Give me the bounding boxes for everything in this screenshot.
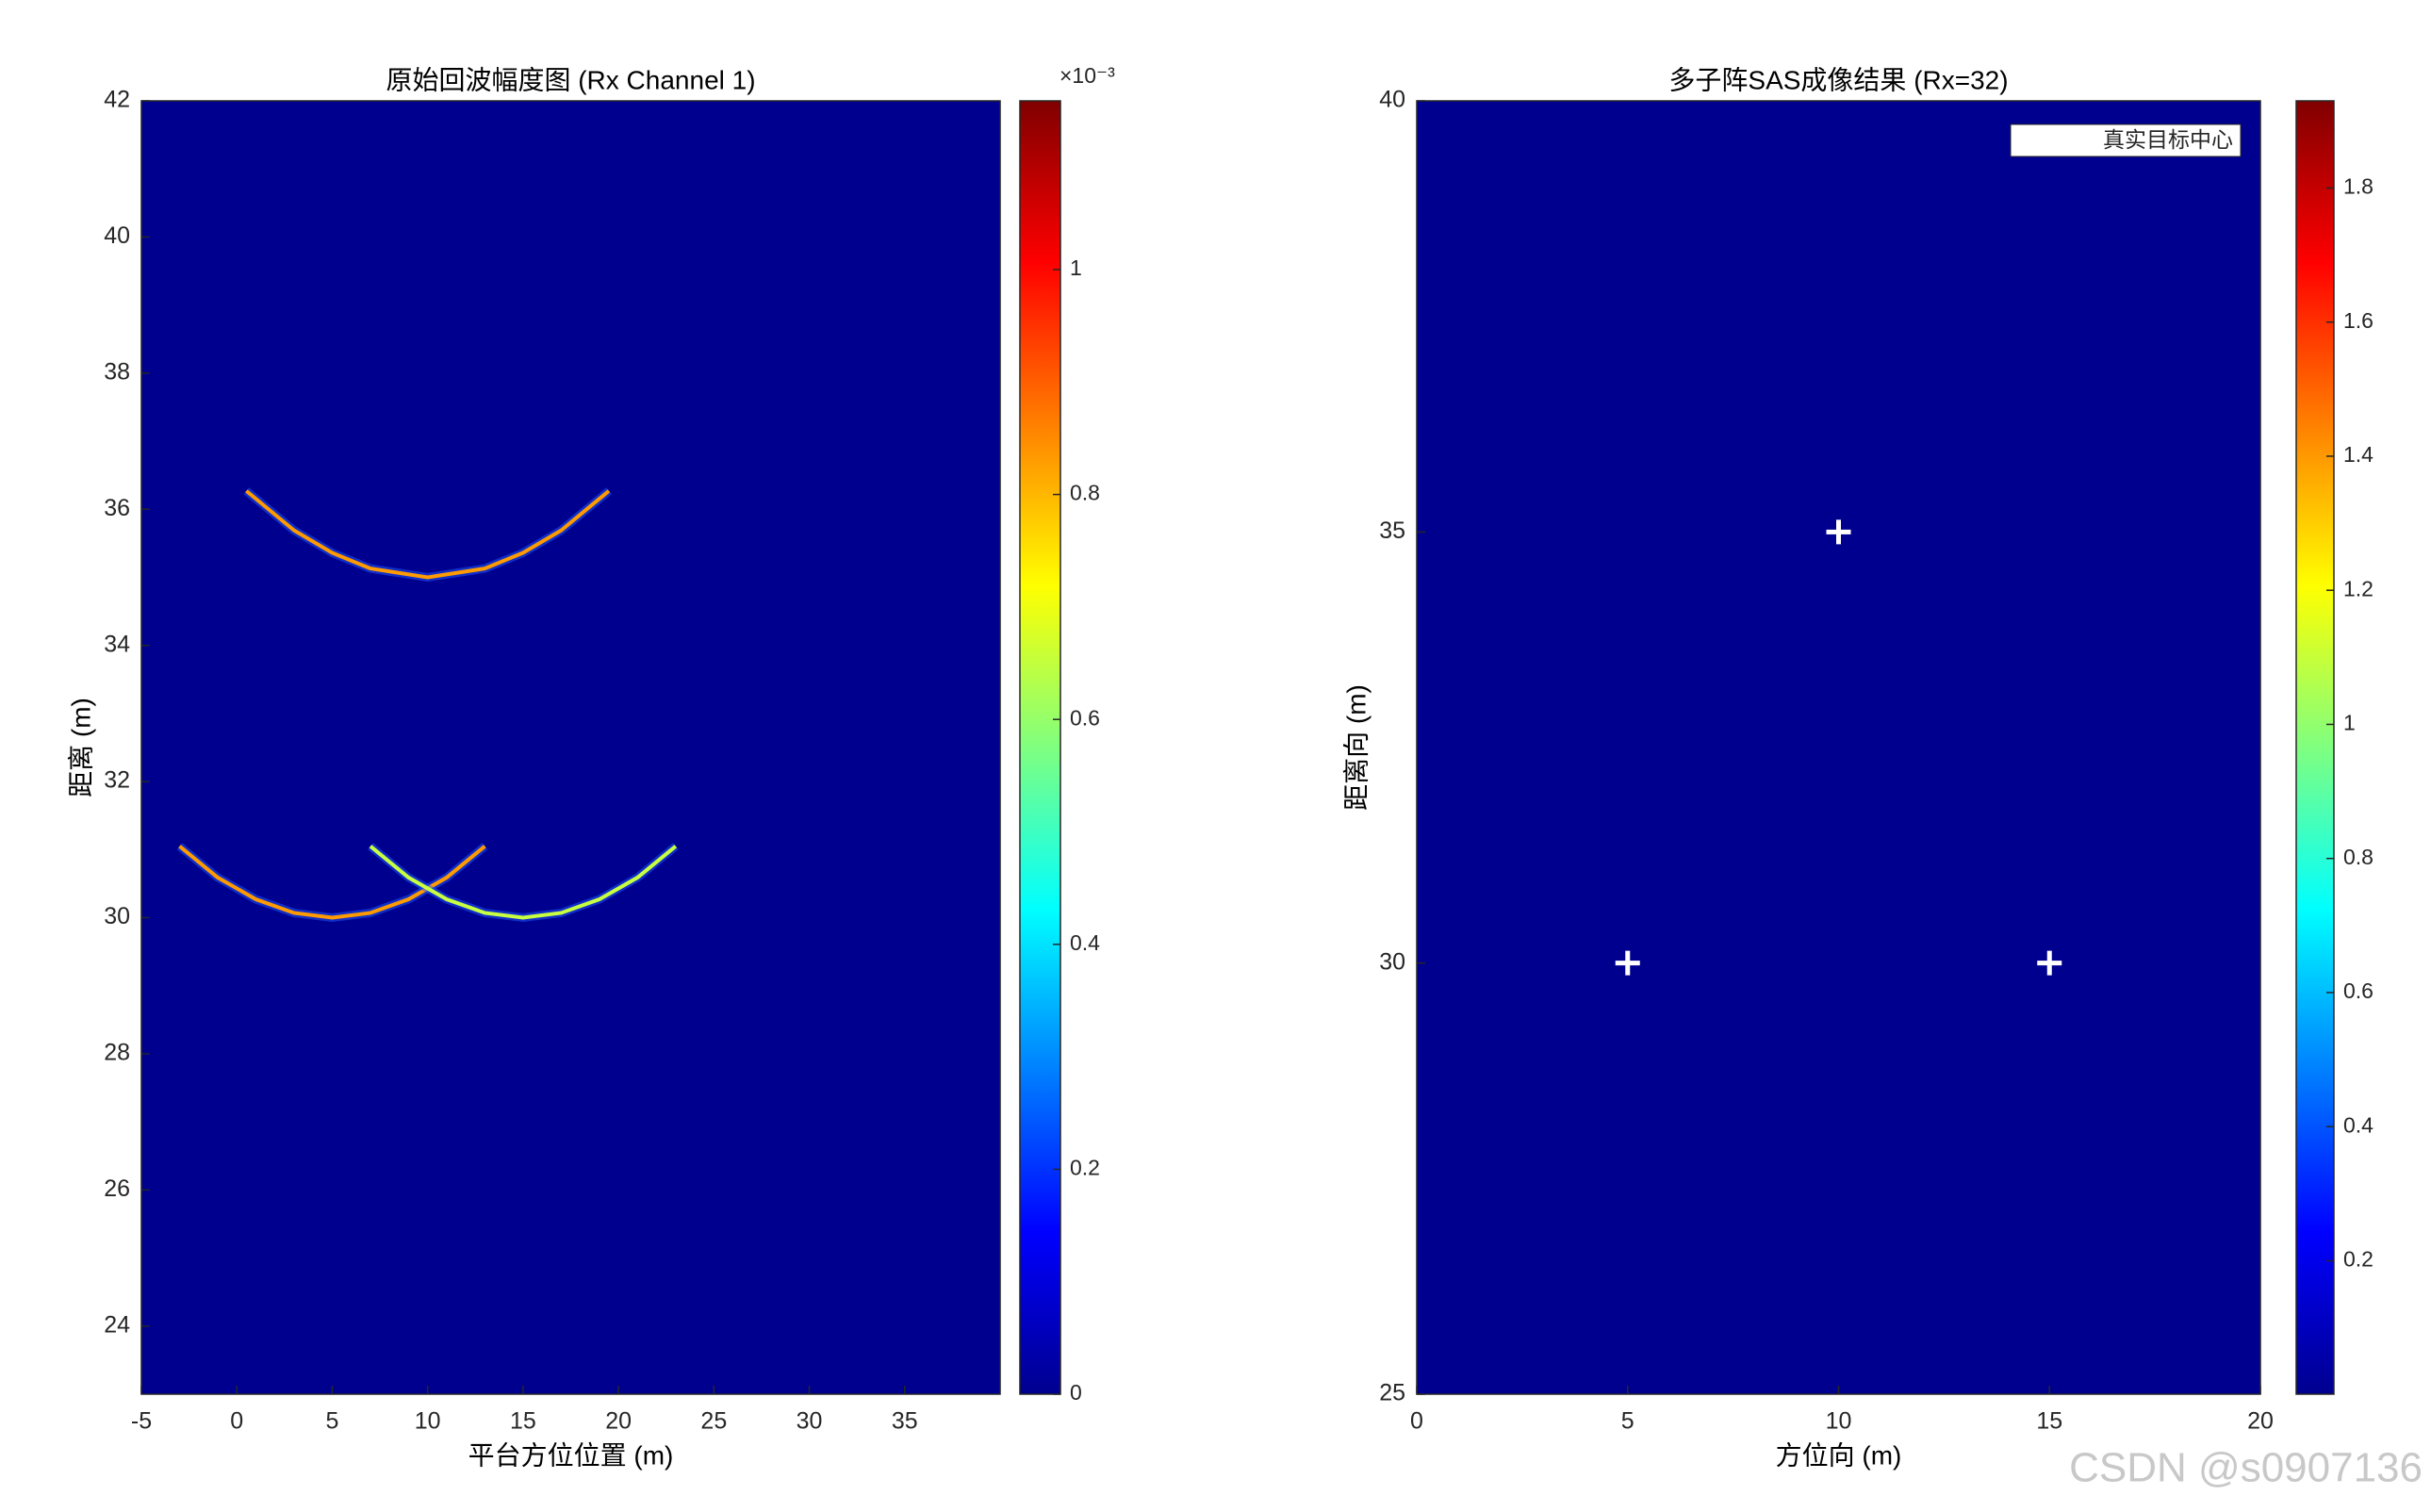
chart-title: 原始回波幅度图 (Rx Channel 1) bbox=[386, 65, 755, 94]
colorbar bbox=[2295, 100, 2335, 1395]
x-tick-label: 5 bbox=[1621, 1408, 1634, 1435]
x-tick-label: 10 bbox=[415, 1408, 441, 1435]
x-tick-label: 10 bbox=[1826, 1408, 1852, 1435]
colorbar-tick-label: 1.8 bbox=[2343, 174, 2374, 199]
colorbar-tick-label: 0.6 bbox=[2343, 978, 2374, 1003]
y-tick-label: 38 bbox=[104, 358, 130, 385]
y-tick-label: 40 bbox=[1379, 87, 1405, 113]
x-tick-label: 15 bbox=[2036, 1408, 2062, 1435]
y-tick-label: 35 bbox=[1379, 518, 1405, 544]
x-tick-label: 35 bbox=[892, 1408, 918, 1435]
plot-frame bbox=[1416, 100, 2261, 1395]
colorbar-tick-label: 0.2 bbox=[1070, 1155, 1100, 1179]
plot-background bbox=[141, 101, 1000, 1394]
legend-marker bbox=[2029, 129, 2052, 152]
x-tick-label: 20 bbox=[605, 1408, 632, 1435]
colorbar-tick-label: 0.6 bbox=[1070, 705, 1100, 730]
y-tick-label: 26 bbox=[104, 1175, 130, 1202]
colorbar-tick-label: 1.2 bbox=[2343, 576, 2374, 600]
y-tick-label: 30 bbox=[104, 903, 130, 929]
plot-frame bbox=[140, 100, 1001, 1395]
y-tick-label: 36 bbox=[104, 495, 130, 521]
colorbar-tick-label: 1.4 bbox=[2343, 442, 2374, 467]
colorbar-tick-label: 1 bbox=[1070, 255, 1082, 280]
watermark: CSDN @s0907136 bbox=[2069, 1445, 2423, 1491]
x-tick-label: -5 bbox=[131, 1408, 152, 1435]
colorbar-tick-label: 0.4 bbox=[2343, 1112, 2374, 1137]
y-tick-label: 32 bbox=[104, 767, 130, 794]
colorbar-tick-label: 0.2 bbox=[2343, 1247, 2374, 1272]
colorbar-tick-label: 0 bbox=[1070, 1380, 1082, 1405]
target-marker bbox=[1826, 519, 1851, 545]
target-marker bbox=[2037, 950, 2062, 976]
y-tick-label: 34 bbox=[104, 631, 130, 657]
echo-arc bbox=[245, 489, 611, 580]
plot-background bbox=[1417, 101, 2260, 1394]
colorbar-tick-label: 0.8 bbox=[2343, 845, 2374, 869]
target-marker bbox=[1615, 950, 1640, 976]
x-tick-label: 20 bbox=[2247, 1408, 2274, 1435]
chart-title: 多子阵SAS成像结果 (Rx=32) bbox=[1668, 65, 2008, 94]
y-tick-label: 25 bbox=[1379, 1380, 1405, 1406]
y-tick-label: 42 bbox=[104, 87, 130, 113]
y-tick-label: 30 bbox=[1379, 948, 1405, 975]
colorbar-tick-label: 1 bbox=[2343, 711, 2356, 735]
y-tick-label: 40 bbox=[104, 222, 130, 249]
y-axis-label: 距离向 (m) bbox=[1341, 684, 1371, 811]
x-axis-label: 方位向 (m) bbox=[1776, 1440, 1902, 1470]
echo-arc bbox=[178, 845, 486, 920]
echo-arc bbox=[369, 845, 678, 920]
colorbar-tick-label: 0.4 bbox=[1070, 930, 1100, 955]
colorbar-exponent: ×10⁻³ bbox=[1059, 63, 1115, 88]
x-tick-label: 30 bbox=[797, 1408, 823, 1435]
x-axis-label: 平台方位位置 (m) bbox=[468, 1440, 674, 1470]
x-tick-label: 0 bbox=[230, 1408, 243, 1435]
legend-label: 真实目标中心 bbox=[2103, 127, 2233, 152]
x-tick-label: 25 bbox=[700, 1408, 727, 1435]
colorbar-tick-label: 0.8 bbox=[1070, 481, 1100, 505]
y-tick-label: 28 bbox=[104, 1040, 130, 1066]
x-tick-label: 0 bbox=[1410, 1408, 1423, 1435]
y-axis-label: 距离 (m) bbox=[66, 698, 95, 797]
y-tick-label: 24 bbox=[104, 1311, 130, 1338]
colorbar bbox=[1019, 100, 1061, 1395]
x-tick-label: 5 bbox=[325, 1408, 338, 1435]
x-tick-label: 15 bbox=[510, 1408, 536, 1435]
colorbar-tick-label: 1.6 bbox=[2343, 308, 2374, 333]
